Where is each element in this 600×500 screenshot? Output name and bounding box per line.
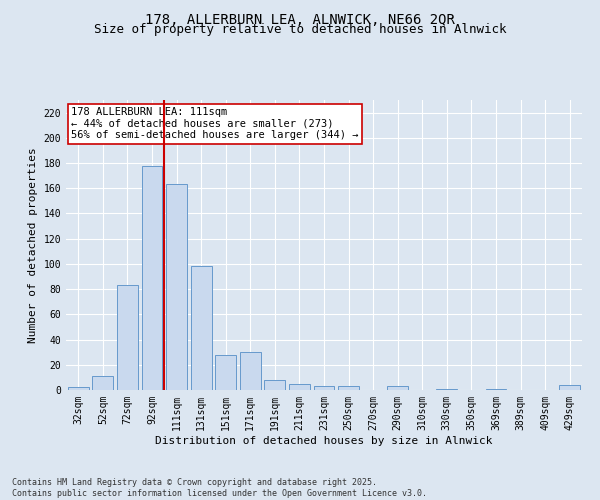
Bar	[166, 184, 187, 390]
Bar	[387, 386, 408, 390]
Text: 178 ALLERBURN LEA: 111sqm
← 44% of detached houses are smaller (273)
56% of semi: 178 ALLERBURN LEA: 111sqm ← 44% of detac…	[71, 108, 359, 140]
Bar	[191, 266, 212, 390]
Bar	[215, 354, 236, 390]
Bar	[265, 380, 286, 390]
Bar	[338, 386, 359, 390]
Bar	[240, 352, 261, 390]
Bar	[314, 386, 334, 390]
Y-axis label: Number of detached properties: Number of detached properties	[28, 147, 38, 343]
Bar	[559, 385, 580, 390]
X-axis label: Distribution of detached houses by size in Alnwick: Distribution of detached houses by size …	[155, 436, 493, 446]
Text: 178, ALLERBURN LEA, ALNWICK, NE66 2QR: 178, ALLERBURN LEA, ALNWICK, NE66 2QR	[145, 12, 455, 26]
Bar	[117, 286, 138, 390]
Bar	[289, 384, 310, 390]
Text: Contains HM Land Registry data © Crown copyright and database right 2025.
Contai: Contains HM Land Registry data © Crown c…	[12, 478, 427, 498]
Bar	[485, 388, 506, 390]
Bar	[92, 376, 113, 390]
Bar	[436, 388, 457, 390]
Bar	[68, 388, 89, 390]
Bar	[142, 166, 163, 390]
Text: Size of property relative to detached houses in Alnwick: Size of property relative to detached ho…	[94, 22, 506, 36]
